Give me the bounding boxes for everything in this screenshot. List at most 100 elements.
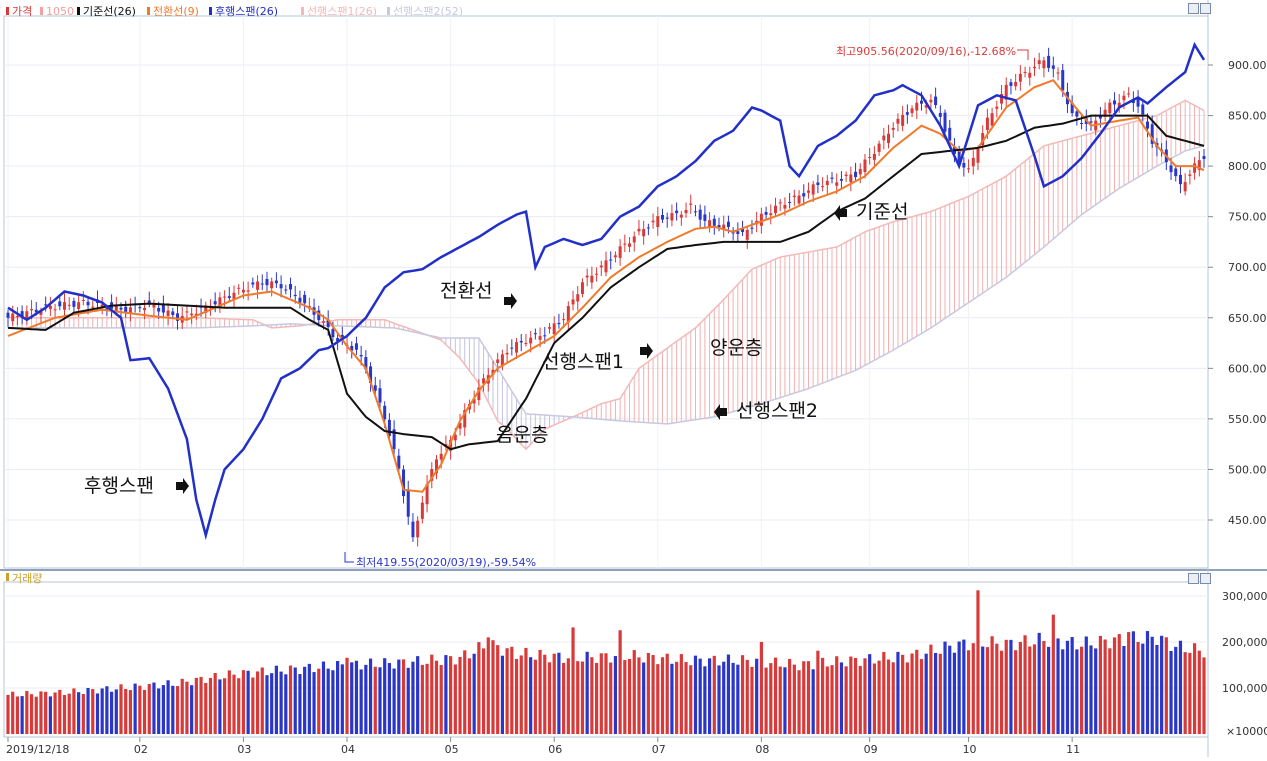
candle-body	[237, 287, 241, 289]
volume-bar	[1197, 650, 1201, 734]
candle-body	[1051, 65, 1055, 69]
volume-bar	[844, 666, 848, 734]
volume-bar	[401, 659, 406, 734]
volume-maximize-button[interactable]	[1200, 573, 1211, 584]
x-tick-label: 06	[548, 743, 562, 756]
candle-body	[863, 159, 867, 173]
volume-bar	[1037, 632, 1041, 734]
legend-swatch	[147, 7, 150, 15]
candle-body	[811, 184, 815, 195]
volume-legend-swatch	[6, 573, 9, 581]
volume-bar	[806, 661, 811, 734]
candle-body	[580, 282, 584, 294]
price-tick-label: 800.00	[1228, 160, 1267, 173]
candle-body	[585, 275, 589, 278]
volume-bar	[1084, 636, 1088, 734]
volume-bar	[745, 659, 749, 734]
candle-body	[934, 96, 938, 106]
candle-body	[628, 243, 632, 247]
volume-bar	[124, 688, 128, 734]
candle-body	[783, 204, 787, 209]
volume-bar	[416, 656, 420, 734]
candle-body	[613, 255, 617, 258]
volume-bar	[886, 659, 891, 734]
candle-body	[919, 100, 923, 104]
candle-body	[505, 352, 509, 355]
candle-body	[1178, 174, 1182, 185]
candle-body	[510, 347, 514, 349]
candle-body	[39, 310, 43, 315]
volume-bar	[976, 590, 980, 734]
volume-bar	[675, 661, 679, 734]
volume-bar	[265, 675, 269, 734]
volume-bar	[825, 666, 829, 734]
candle-body	[1127, 93, 1131, 95]
volume-bar	[717, 665, 721, 734]
volume-bar	[966, 650, 971, 734]
volume-bar	[288, 665, 293, 734]
candle-body	[1117, 102, 1121, 107]
maximize-button[interactable]	[1200, 3, 1211, 14]
candle-body	[20, 311, 24, 317]
volume-bar	[354, 660, 359, 734]
volume-tick-label: 100,000	[1222, 682, 1267, 695]
volume-bar	[726, 654, 731, 734]
candle-body	[1098, 116, 1102, 119]
volume-bar	[180, 678, 184, 734]
candle-body	[797, 195, 801, 204]
candle-body	[1080, 122, 1084, 124]
candle-body	[1136, 97, 1140, 107]
candle-body	[769, 213, 773, 216]
candle-body	[571, 299, 575, 305]
minimize-button[interactable]	[1188, 3, 1199, 14]
volume-bar	[378, 667, 382, 734]
legend-item: 전환선(9)	[153, 5, 199, 18]
candle-body	[72, 300, 76, 307]
high-marker-arrow-icon	[1017, 49, 1029, 60]
volume-bar	[204, 683, 208, 734]
candle-body	[1075, 111, 1079, 117]
candle-body	[166, 310, 170, 316]
volume-bar	[712, 655, 716, 734]
volume-bar	[251, 677, 255, 734]
volume-bar	[1178, 640, 1183, 734]
volume-minimize-button[interactable]	[1188, 573, 1199, 584]
candle-body	[1122, 95, 1126, 101]
candle-body	[821, 186, 825, 188]
candle-body	[1183, 181, 1187, 192]
volume-bar	[820, 657, 825, 734]
candle-body	[246, 290, 250, 292]
volume-bar	[580, 661, 585, 734]
x-tick-label: 2019/12/18	[6, 743, 69, 756]
candle-body	[289, 284, 293, 290]
candle-body	[825, 180, 829, 186]
volume-bar	[486, 637, 490, 734]
candle-body	[665, 217, 669, 219]
volume-bar	[670, 663, 674, 734]
volume-bar	[95, 693, 100, 734]
volume-bar	[1183, 652, 1187, 734]
volume-bar	[1028, 646, 1032, 734]
candle-body	[491, 369, 495, 375]
volume-bar	[81, 693, 85, 734]
volume-bar	[660, 657, 665, 734]
bear-cloud-annotation: 음운층	[496, 424, 548, 446]
legend-item: 후행스팬(26)	[215, 5, 278, 18]
volume-bar	[915, 649, 919, 734]
candle-body	[896, 118, 900, 124]
candle-body	[632, 236, 636, 243]
candle-body	[114, 305, 118, 313]
volume-bar	[538, 649, 542, 734]
volume-bar	[1145, 631, 1150, 734]
volume-bar	[439, 665, 443, 734]
candle-body	[736, 231, 740, 235]
kijun-arrow-icon	[834, 205, 847, 221]
candle-body	[646, 227, 650, 229]
candle-body	[53, 309, 57, 311]
candle-body	[566, 306, 570, 323]
volume-bar	[552, 653, 556, 734]
volume-bar	[171, 685, 175, 734]
volume-bar	[383, 658, 387, 734]
volume-bar	[524, 647, 528, 734]
volume-bar	[1065, 640, 1070, 734]
